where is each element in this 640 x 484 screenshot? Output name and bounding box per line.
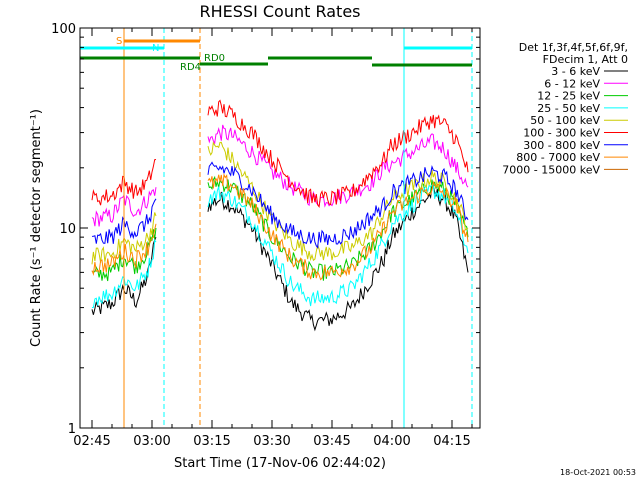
legend: Det 1f,3f,4f,5f,6f,9f, FDecim 1, Att 0 3…	[502, 41, 628, 176]
x-tick-label-6: 04:15	[433, 434, 470, 449]
series-line-2	[91, 175, 469, 282]
y-axis-label: Count Rate (s⁻¹ detector segment⁻¹)	[29, 109, 44, 347]
series-line-5	[91, 99, 469, 208]
legend-label-4: 50 - 100 keV	[530, 114, 600, 127]
y-tick-label-0: 1	[68, 422, 76, 437]
series-line-7	[91, 173, 469, 281]
x-tick-label-0: 02:45	[73, 434, 110, 449]
chart-title: RHESSI Count Rates	[200, 2, 361, 21]
timestamp: 18-Oct-2021 00:53	[560, 468, 636, 477]
series-line-1	[91, 124, 469, 227]
legend-label-3: 25 - 50 keV	[537, 102, 600, 115]
series-line-4	[91, 141, 469, 265]
legend-label-2: 12 - 25 keV	[537, 90, 600, 103]
x-tick-label-3: 03:30	[253, 434, 290, 449]
legend-label-6: 300 - 800 keV	[523, 139, 600, 152]
state-label-N: N	[152, 43, 159, 54]
state-label-S: S	[116, 36, 122, 47]
y-tick-label-2: 100	[51, 22, 76, 37]
state-label-RD0: RD0	[204, 53, 225, 64]
legend-label-8: 7000 - 15000 keV	[502, 163, 600, 176]
legend-header-line-1: Det 1f,3f,4f,5f,6f,9f,	[519, 41, 628, 54]
data-layer	[91, 99, 469, 332]
legend-header-line-2: FDecim 1, Att 0	[543, 53, 628, 66]
legend-label-1: 6 - 12 keV	[544, 77, 600, 90]
x-tick-label-4: 03:45	[313, 434, 350, 449]
x-tick-label-1: 03:00	[133, 434, 170, 449]
legend-label-5: 100 - 300 keV	[523, 127, 600, 140]
x-tick-label-2: 03:15	[193, 434, 230, 449]
x-tick-label-5: 04:00	[373, 434, 410, 449]
legend-label-0: 3 - 6 keV	[551, 65, 600, 78]
axes-layer: 02:45 03:00 03:15 03:30 03:45 04:00 04:15 1 10 10…	[51, 22, 480, 449]
series-line-6	[91, 161, 469, 249]
x-axis-label: Start Time (17-Nov-06 02:44:02)	[174, 456, 386, 471]
y-tick-label-1: 10	[59, 222, 76, 237]
legend-label-7: 800 - 7000 keV	[516, 151, 600, 164]
state-label-RD4: RD4	[180, 62, 201, 73]
